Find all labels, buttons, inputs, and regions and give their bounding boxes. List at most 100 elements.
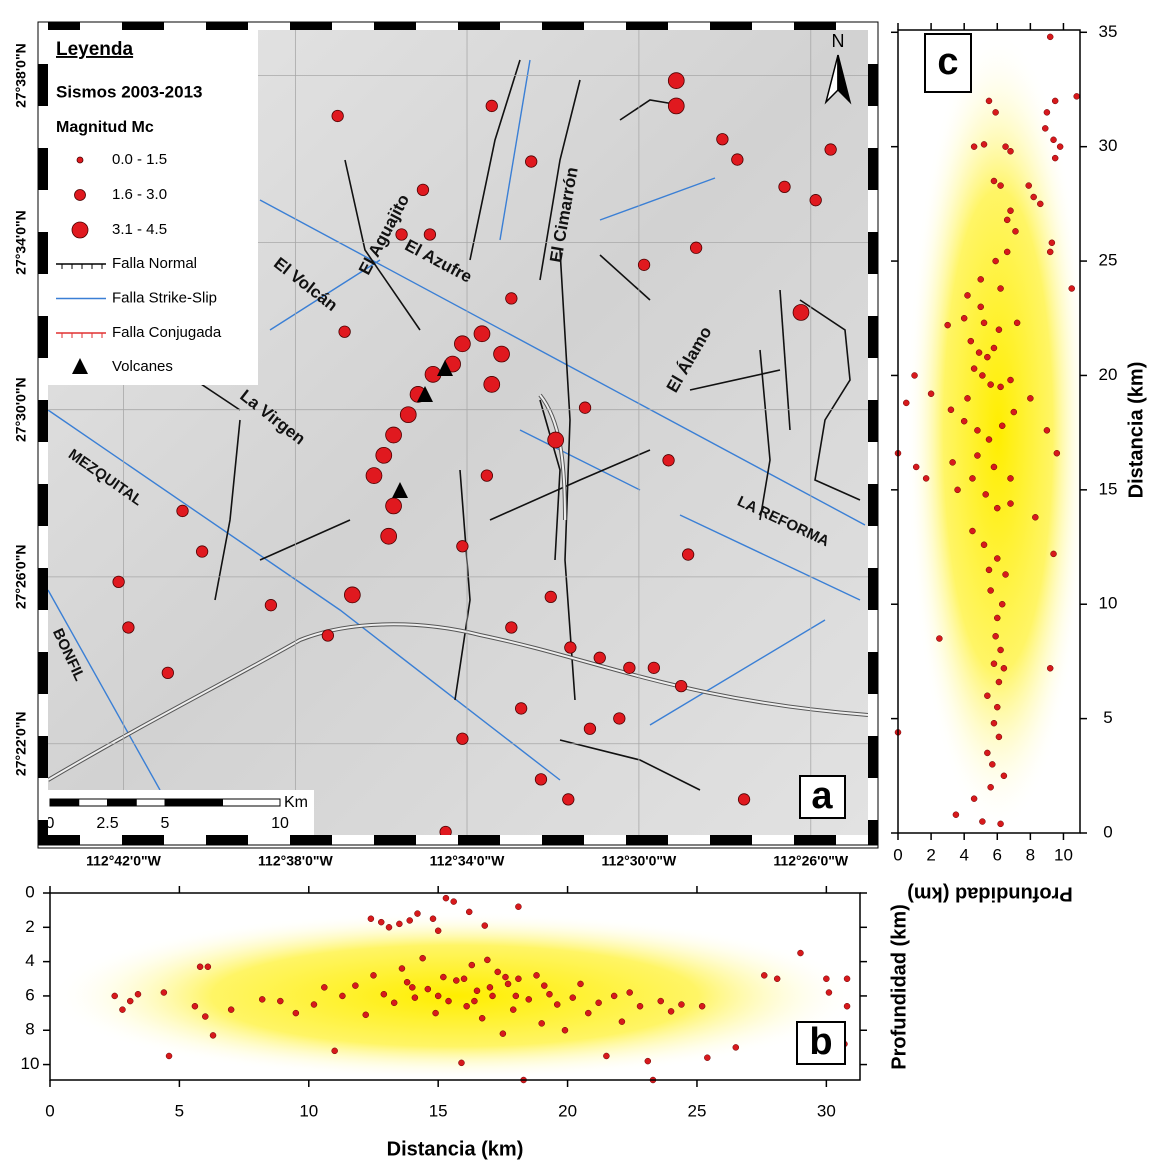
hypocenter (1043, 109, 1051, 116)
hypocenter (1051, 154, 1059, 162)
hypocenter (997, 182, 1004, 189)
y-tick-label: 0 (25, 882, 34, 901)
earthquake (122, 621, 135, 634)
hypocenter (1003, 248, 1011, 256)
frame-segment (868, 358, 878, 400)
y-tick-label: 15 (1099, 479, 1118, 498)
normal-fault (539, 399, 561, 561)
earthquake (338, 325, 351, 338)
y-tick-label: 5 (1103, 708, 1112, 727)
hypocenter (903, 399, 910, 407)
frame-segment (710, 835, 752, 845)
hypocenter (797, 949, 804, 957)
earthquake (534, 773, 548, 786)
earthquake (647, 661, 660, 674)
volcanoes (392, 360, 453, 498)
hypocenter (385, 924, 393, 931)
hypocenter (990, 660, 998, 667)
earthquake (483, 376, 501, 393)
frame-segment (38, 106, 48, 148)
earthquake (564, 641, 577, 654)
hypocenter (984, 749, 991, 757)
hypocenter (927, 390, 935, 398)
hypocenter (843, 975, 851, 983)
earthquake (792, 304, 810, 321)
volcano (437, 360, 453, 376)
lon-tick-label: 112°38'0"W (258, 853, 334, 869)
hypocenter (1046, 248, 1054, 256)
normal-fault (469, 59, 521, 261)
y-tick-label: 10 (1099, 594, 1118, 613)
normal-fault (214, 419, 241, 601)
hypocenter (204, 963, 212, 971)
hypocenter (922, 475, 930, 482)
hypocenter (977, 303, 984, 311)
hypocenter (667, 1008, 675, 1015)
hypocenter (380, 990, 388, 998)
hypocenter (618, 1018, 626, 1025)
frame-segment (38, 400, 48, 442)
frame-segment (868, 484, 878, 526)
map-border (37, 21, 879, 846)
frame-segment (584, 22, 626, 30)
hypocenter (998, 600, 1006, 608)
legend-subtitle: Sismos 2003-2013 (56, 82, 203, 101)
hypocenter (997, 285, 1004, 292)
hypocenter (994, 504, 1001, 512)
earthquake (544, 590, 557, 604)
earthquake (423, 228, 437, 241)
lat-tick-label: 27°26'0"N (13, 545, 29, 610)
hypocenter (481, 922, 489, 929)
x-tick-label: 30 (817, 1101, 836, 1120)
hypocenter (1007, 148, 1014, 155)
frame-segment (868, 736, 878, 778)
hypocenter (553, 1001, 561, 1008)
hypocenter (1007, 376, 1014, 384)
frame-segment (38, 64, 48, 106)
x-axis-label: Profundidad (km) (907, 883, 1073, 905)
hypocenter (969, 475, 976, 482)
x-tick-label: 4 (959, 845, 968, 864)
scale-label: 0 (46, 815, 55, 832)
hypocenter (473, 987, 481, 995)
hypocenter (1050, 136, 1057, 144)
hypocenter (1003, 216, 1011, 224)
frame-segment (868, 190, 878, 232)
frame-segment (38, 610, 48, 652)
scale-segment (107, 798, 137, 807)
hypocenter (982, 491, 989, 498)
frame-segment (38, 652, 48, 694)
hypocenter (610, 992, 618, 1000)
hypocenter (979, 818, 986, 825)
hypocenter (825, 989, 833, 996)
hypocenter (390, 999, 398, 1007)
hypocenter (984, 353, 991, 361)
legend-symbol (76, 156, 84, 164)
x-tick-label: 0 (45, 1101, 54, 1120)
hypocenter (515, 975, 522, 983)
frame-segment (38, 778, 48, 820)
hypocenter (434, 992, 442, 1000)
earthquake (637, 258, 651, 271)
hypocenter (979, 372, 986, 379)
hypocenter (1037, 200, 1044, 208)
earthquake (112, 575, 125, 589)
x-tick-label: 15 (429, 1101, 448, 1120)
hypocenter (471, 997, 478, 1005)
frame-segment (206, 22, 248, 30)
earthquake (689, 241, 703, 254)
hypocenter (912, 463, 920, 471)
hypocenter (595, 999, 602, 1007)
frame-segment (248, 22, 290, 30)
frame-segment (38, 148, 48, 190)
hypocenter (994, 703, 1001, 711)
hypocenter (398, 965, 406, 972)
hypocenter (525, 996, 533, 1003)
scale-segment (222, 798, 281, 807)
hypocenter (377, 918, 385, 926)
strike-slip-fault (679, 514, 861, 601)
hypocenter (1025, 182, 1032, 189)
earthquake (161, 666, 174, 679)
frame-segment (122, 835, 164, 845)
hypocenter (1046, 665, 1054, 672)
